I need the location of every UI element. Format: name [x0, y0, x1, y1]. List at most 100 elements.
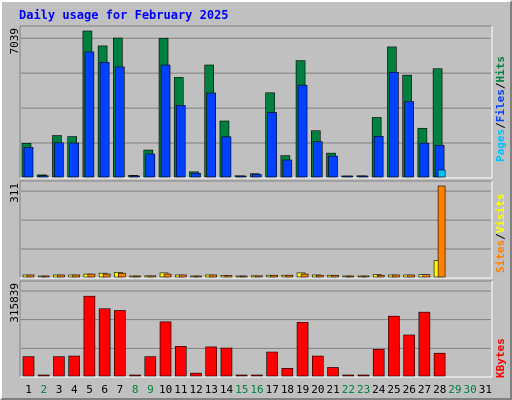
- x-tick-label: 12: [189, 383, 202, 396]
- bar-files: [297, 84, 308, 178]
- x-tick-label: 30: [464, 383, 477, 396]
- bar-sites: [102, 273, 111, 278]
- bar-sites: [300, 273, 309, 278]
- bar-kbytes: [266, 351, 278, 377]
- x-tick-label: 31: [479, 383, 492, 396]
- bar-files: [175, 105, 186, 178]
- bar-files: [69, 142, 79, 178]
- bar-kbytes: [190, 372, 202, 377]
- bar-files: [23, 147, 34, 178]
- bar-sites: [255, 275, 263, 278]
- bar-files: [160, 64, 171, 178]
- bar-files: [282, 159, 293, 178]
- bar-sites: [87, 273, 96, 278]
- x-tick-label: 24: [372, 383, 386, 396]
- bar-kbytes: [68, 355, 80, 377]
- bar-kbytes: [418, 311, 431, 377]
- bar-sites: [72, 274, 80, 278]
- bar-kbytes: [372, 348, 385, 377]
- legend-kbytes: KBytes: [494, 338, 507, 378]
- x-tick-label: 8: [132, 383, 139, 396]
- bar-sites: [437, 185, 446, 278]
- bar-files: [206, 92, 217, 178]
- bar-sites: [407, 274, 415, 278]
- bar-kbytes: [342, 374, 355, 377]
- bar-files: [191, 172, 201, 178]
- bar-kbytes: [220, 347, 233, 377]
- bar-kbytes: [433, 352, 446, 377]
- bar-sites: [239, 275, 248, 278]
- legend-part: /: [494, 122, 507, 129]
- bar-kbytes: [53, 356, 65, 377]
- bar-sites: [178, 274, 187, 278]
- bar-sites: [285, 274, 294, 278]
- x-tick-label: 6: [101, 383, 108, 396]
- bar-kbytes: [311, 355, 324, 377]
- x-tick-label: 29: [448, 383, 461, 396]
- legend-sites-visits: Sites/Visits: [494, 194, 507, 274]
- bar-kbytes: [98, 308, 111, 377]
- bar-sites: [41, 275, 50, 278]
- bar-kbytes: [403, 334, 415, 377]
- bar-sites: [148, 275, 157, 278]
- bar-sites: [361, 275, 370, 278]
- bar-files: [358, 175, 369, 178]
- bar-sites: [376, 274, 385, 278]
- bar-files: [373, 136, 384, 178]
- bar-kbytes: [83, 295, 96, 377]
- bar-files: [236, 175, 247, 178]
- bar-files: [328, 155, 338, 178]
- bar-files: [267, 112, 277, 178]
- bar-kbytes: [296, 322, 309, 377]
- x-tick-label: 26: [403, 383, 416, 396]
- bar-sites: [209, 274, 218, 278]
- bar-kbytes: [114, 310, 126, 377]
- x-tick-label: 16: [250, 383, 263, 396]
- bar-sites: [331, 274, 339, 278]
- x-tick-label: 10: [159, 383, 172, 396]
- chart-title: Daily usage for February 2025: [19, 8, 229, 22]
- bar-kbytes: [22, 356, 35, 377]
- x-tick-label: 4: [71, 383, 78, 396]
- legend-part: Hits: [494, 56, 507, 83]
- bar-files: [312, 141, 323, 178]
- x-tick-label: 11: [174, 383, 187, 396]
- x-tick-label: 22: [342, 383, 355, 396]
- bar-kbytes: [281, 368, 294, 377]
- bar-sites: [422, 274, 431, 278]
- legend-part: Sites: [494, 240, 507, 273]
- bar-pages: [437, 169, 446, 178]
- bar-kbytes: [235, 374, 248, 377]
- x-tick-label: 27: [418, 383, 431, 396]
- x-tick-label: 21: [327, 383, 340, 396]
- x-tick-label: 5: [86, 383, 93, 396]
- bar-files: [252, 174, 262, 178]
- x-tick-label: 14: [220, 383, 234, 396]
- bar-sites: [194, 275, 202, 278]
- bar-kbytes: [205, 346, 218, 377]
- legend-pages-files-hits: Pages/Files/Hits: [494, 56, 507, 162]
- bar-kbytes: [144, 356, 157, 377]
- y-axis-max-label: 315839: [8, 283, 21, 323]
- bar-kbytes: [129, 374, 141, 377]
- bar-sites: [224, 275, 233, 278]
- bar-sites: [163, 273, 172, 278]
- bar-sites: [315, 274, 324, 278]
- y-axis-max-label: 7039: [8, 28, 21, 55]
- x-tick-label: 9: [147, 383, 154, 396]
- legend-part: Files: [494, 89, 507, 122]
- x-tick-label: 25: [387, 383, 400, 396]
- bar-sites: [26, 274, 35, 278]
- y-axis-max-label: 311: [8, 183, 21, 203]
- bar-files: [84, 51, 95, 178]
- bar-files: [221, 136, 232, 178]
- x-tick-label: 19: [296, 383, 309, 396]
- bar-files: [404, 101, 414, 178]
- bar-files: [130, 175, 140, 178]
- x-tick-label: 15: [235, 383, 248, 396]
- bar-files: [99, 61, 110, 178]
- bar-files: [419, 142, 430, 178]
- legend-part: /: [494, 82, 507, 89]
- x-tick-label: 20: [311, 383, 324, 396]
- bar-sites: [270, 274, 278, 278]
